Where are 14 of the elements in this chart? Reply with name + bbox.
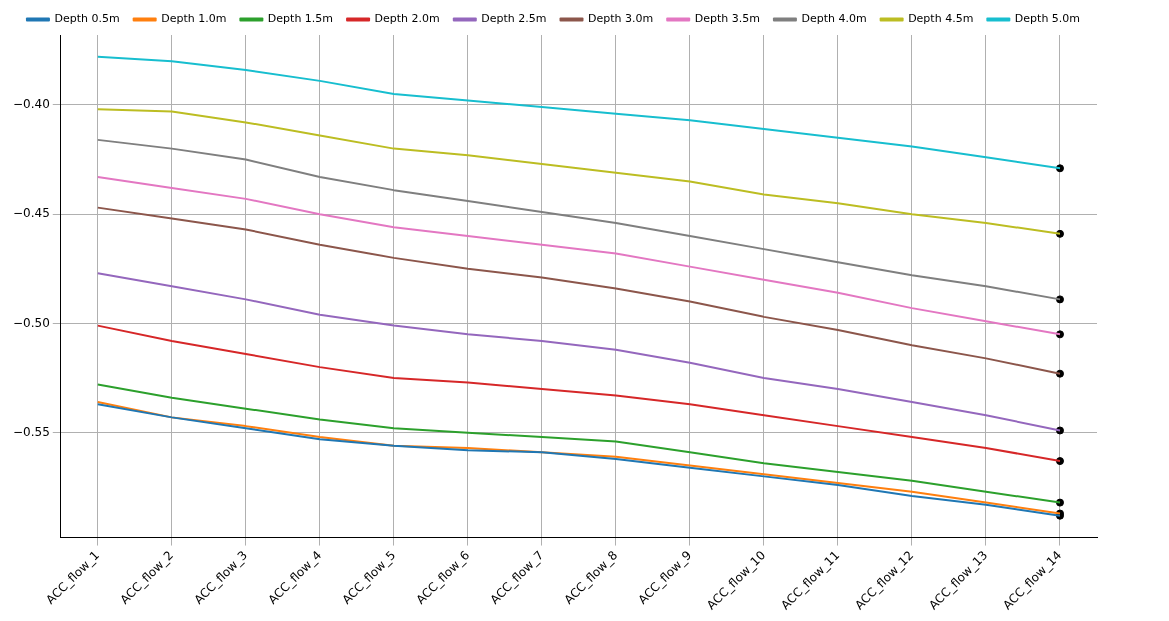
legend-label: Depth 4.5m xyxy=(908,12,974,26)
legend-label: Depth 3.5m xyxy=(694,12,760,26)
legend-label: Depth 1.0m xyxy=(161,12,227,26)
legend-label: Depth 1.5m xyxy=(267,12,334,26)
y-tick-label: −0.40 xyxy=(12,97,50,112)
legend-label: Depth 0.5m xyxy=(54,12,120,26)
y-tick-label: −0.55 xyxy=(12,424,50,439)
legend-label: Depth 2.0m xyxy=(374,12,440,26)
legend-label: Depth 2.5m xyxy=(481,12,547,26)
legend-label: Depth 3.0m xyxy=(588,12,654,26)
legend-label: Depth 5.0m xyxy=(1014,12,1081,26)
y-tick-label: −0.45 xyxy=(12,206,50,221)
y-tick-label: −0.50 xyxy=(12,315,50,330)
legend-label: Depth 4.0m xyxy=(801,12,867,26)
